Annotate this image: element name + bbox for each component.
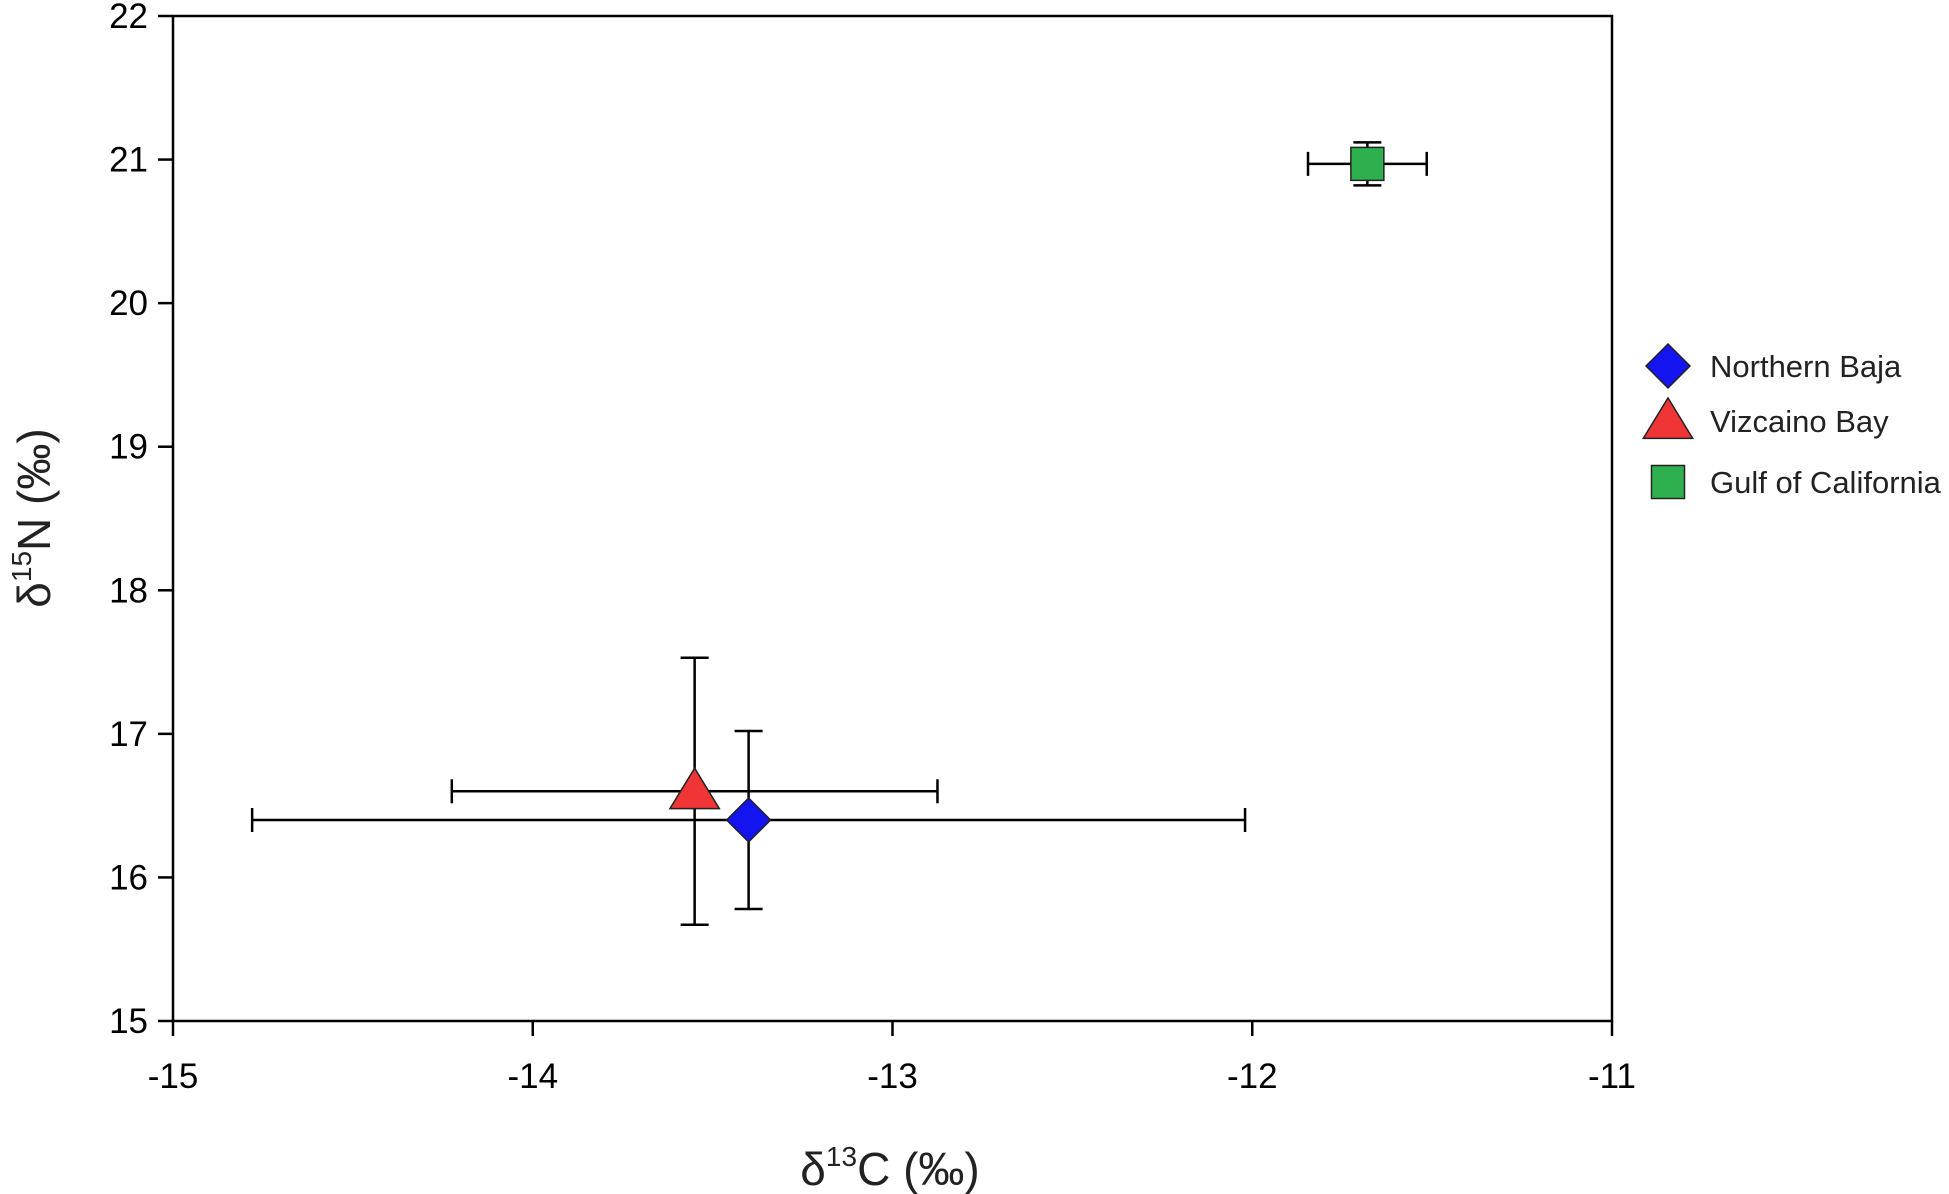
series-layer (250, 141, 1428, 927)
vizcaino-bay-point (668, 766, 721, 810)
x-tick-label: -15 (148, 1057, 199, 1096)
x-axis-title: δ13C (‰) (800, 1141, 979, 1194)
y-tick-label: 19 (109, 428, 148, 467)
y-tick-label: 21 (109, 141, 148, 180)
legend: Northern Baja Vizcaino Bay Gulf of Califor… (1641, 342, 1942, 500)
legend-label-gulf-of-california: Gulf of California (1710, 465, 1942, 500)
y-axis-title: δ15N (‰) (6, 428, 60, 607)
legend-label-northern-baja: Northern Baja (1710, 349, 1902, 384)
x-tick-label: -14 (507, 1057, 558, 1096)
y-axis-ticks: 15 16 17 18 19 20 21 22 (109, 0, 173, 1041)
gulf-of-california-series (1306, 141, 1428, 187)
y-tick-label: 18 (109, 571, 148, 610)
legend-marker-vizcaino-bay (1641, 396, 1695, 440)
legend-marker-northern-baja (1644, 342, 1692, 390)
y-tick-label: 17 (109, 715, 148, 754)
y-tick-label: 15 (109, 1002, 148, 1041)
x-tick-label: -12 (1227, 1057, 1278, 1096)
legend-marker-gulf-of-california (1650, 464, 1686, 500)
plot-frame (171, 14, 1614, 1023)
x-tick-label: -11 (1588, 1057, 1636, 1096)
gulf-of-california-point (1350, 146, 1385, 182)
vizcaino-bay-series (450, 656, 939, 927)
northern-baja-series (250, 729, 1247, 911)
y-tick-label: 20 (109, 284, 148, 323)
y-tick-label: 22 (109, 0, 148, 36)
y-tick-label: 16 (109, 858, 148, 897)
x-tick-label: -13 (867, 1057, 918, 1096)
x-axis-ticks: -15 -14 -13 -12 -11 (148, 1021, 1636, 1096)
legend-label-vizcaino-bay: Vizcaino Bay (1710, 404, 1889, 439)
northern-baja-point (725, 796, 772, 844)
